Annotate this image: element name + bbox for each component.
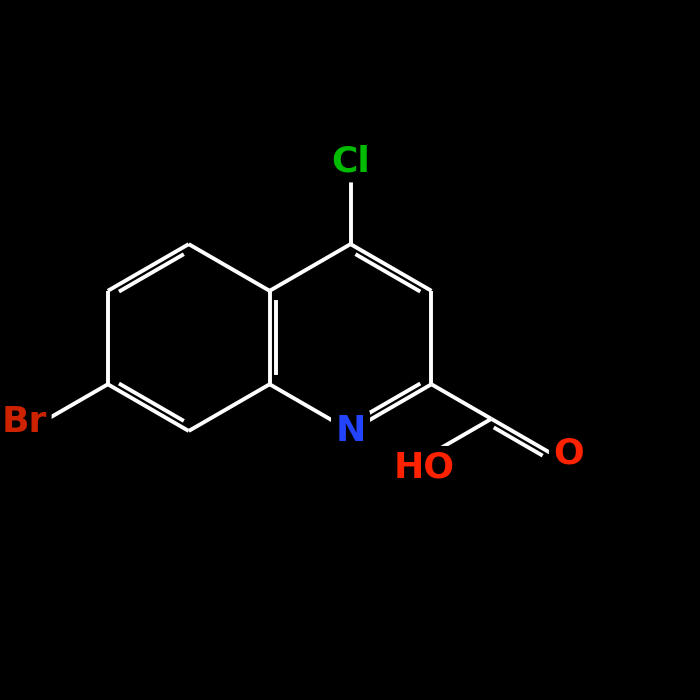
- Text: O: O: [553, 437, 584, 470]
- Text: Cl: Cl: [331, 144, 370, 178]
- Text: Br: Br: [2, 405, 48, 440]
- Text: HO: HO: [394, 450, 455, 484]
- Text: N: N: [335, 414, 365, 448]
